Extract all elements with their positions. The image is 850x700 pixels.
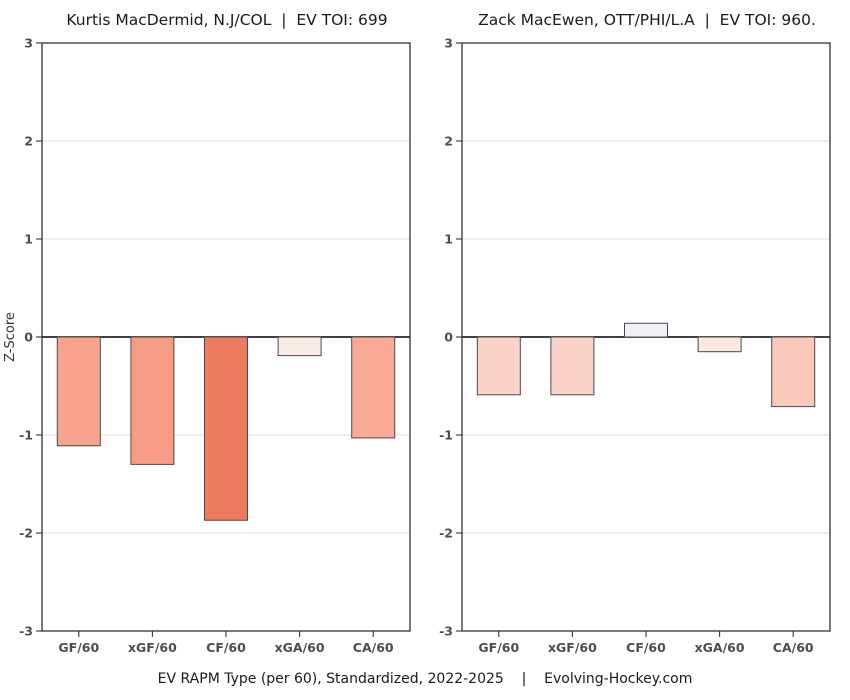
x-tick-label: xGA/60 bbox=[695, 640, 745, 655]
x-tick-label: GF/60 bbox=[58, 640, 99, 655]
x-tick-label: CA/60 bbox=[773, 640, 814, 655]
x-tick-label: CF/60 bbox=[206, 640, 246, 655]
bar-ca60 bbox=[351, 336, 396, 439]
bar-gf60 bbox=[56, 336, 101, 447]
bar-gf60 bbox=[476, 336, 521, 396]
bar-xga60 bbox=[277, 336, 322, 357]
right-chart-title: Zack MacEwen, OTT/PHI/L.A | EV TOI: 960. bbox=[478, 11, 816, 29]
y-tick-label: 1 bbox=[24, 232, 33, 247]
bar-xgf60 bbox=[550, 336, 595, 396]
y-tick-label: -2 bbox=[19, 526, 33, 541]
x-tick-label: CF/60 bbox=[626, 640, 666, 655]
bar-xga60 bbox=[697, 336, 742, 353]
y-tick-label: -3 bbox=[439, 624, 453, 639]
x-tick-label: CA/60 bbox=[353, 640, 394, 655]
y-tick-label: 3 bbox=[444, 36, 453, 51]
x-tick-label: xGF/60 bbox=[548, 640, 597, 655]
y-tick-label: 0 bbox=[24, 330, 33, 345]
y-tick-label: 0 bbox=[444, 330, 453, 345]
y-tick-label: 2 bbox=[444, 134, 453, 149]
figure-caption: EV RAPM Type (per 60), Standardized, 202… bbox=[157, 671, 693, 687]
x-tick-label: xGF/60 bbox=[128, 640, 177, 655]
x-tick-label: GF/60 bbox=[478, 640, 519, 655]
bar-ca60 bbox=[771, 336, 816, 408]
chart-panel-right: 3 2 1 0 -1 -2 -3 GF/60 xGF/60 CF/60 xGA/60 CA/60 bbox=[439, 36, 831, 655]
y-tick-label: -1 bbox=[439, 428, 453, 443]
left-chart-title: Kurtis MacDermid, N.J/COL | EV TOI: 699 bbox=[66, 11, 388, 29]
bar-xgf60 bbox=[130, 336, 175, 465]
y-tick-label: -2 bbox=[439, 526, 453, 541]
y-axis-label: Z-Score bbox=[3, 312, 18, 362]
chart-panels: 3 2 1 0 -1 -2 -3 GF/60 xGF/60 CF/60 xGA/60 CA/60 3 2 1… bbox=[19, 36, 831, 655]
y-tick-label: -1 bbox=[19, 428, 33, 443]
bar-cf60 bbox=[624, 322, 668, 338]
chart-panel-left: 3 2 1 0 -1 -2 -3 GF/60 xGF/60 CF/60 xGA/60 CA/60 bbox=[19, 36, 411, 655]
y-tick-label: 3 bbox=[24, 36, 33, 51]
bar-chart-canvas: Z-Score 3 2 1 0 -1 -2 -3 GF/60 xGF/60 CF/60 xGA/60… bbox=[3, 36, 831, 655]
y-tick-label: 1 bbox=[444, 232, 453, 247]
y-tick-label: -3 bbox=[19, 624, 33, 639]
bar-cf60 bbox=[204, 336, 248, 521]
y-tick-label: 2 bbox=[24, 134, 33, 149]
x-tick-label: xGA/60 bbox=[275, 640, 325, 655]
